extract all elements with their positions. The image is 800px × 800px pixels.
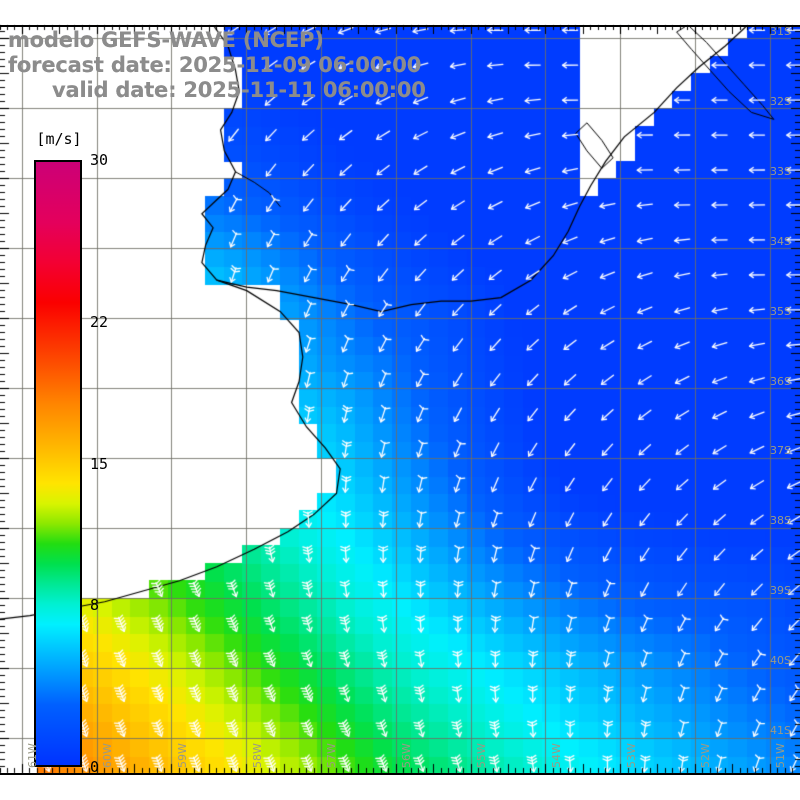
lat-label-36S: 36S <box>770 374 791 388</box>
colorbar-unit-label: [m/s] <box>36 130 82 148</box>
lon-label-55W: 55W <box>475 743 489 768</box>
lon-label-57W: 57W <box>325 743 339 768</box>
lat-label-41S: 41S <box>770 724 791 738</box>
lat-label-37S: 37S <box>770 444 791 458</box>
wind-field-canvas <box>0 25 800 775</box>
lon-label-54W: 54W <box>549 743 563 768</box>
lon-label-61W: 61W <box>26 743 40 768</box>
lon-label-56W: 56W <box>400 743 414 768</box>
lat-label-38S: 38S <box>770 514 791 528</box>
lat-label-35S: 35S <box>770 304 791 318</box>
plot-frame-top <box>0 25 800 27</box>
colorbar-gradient <box>34 160 82 767</box>
plot-frame-bottom <box>0 773 800 775</box>
lat-label-32S: 32S <box>770 94 791 108</box>
lon-label-59W: 59W <box>175 743 189 768</box>
lon-label-51W: 51W <box>774 743 788 768</box>
lat-label-40S: 40S <box>770 654 791 668</box>
lon-label-60W: 60W <box>101 743 115 768</box>
lon-label-52W: 52W <box>699 743 713 768</box>
lon-label-58W: 58W <box>250 743 264 768</box>
colorbar-tick-8: 8 <box>90 596 100 615</box>
lat-label-33S: 33S <box>770 164 791 178</box>
colorbar-tick-15: 15 <box>90 454 109 473</box>
lat-label-34S: 34S <box>770 234 791 248</box>
lat-label-31S: 31S <box>770 24 791 38</box>
colorbar-tick-30: 30 <box>90 151 109 169</box>
lon-label-53W: 53W <box>624 743 638 768</box>
colorbar-tick-0: 0 <box>90 758 100 776</box>
lat-label-39S: 39S <box>770 584 791 598</box>
colorbar-tick-22: 22 <box>90 312 109 331</box>
map-plot-area[interactable] <box>0 25 800 775</box>
